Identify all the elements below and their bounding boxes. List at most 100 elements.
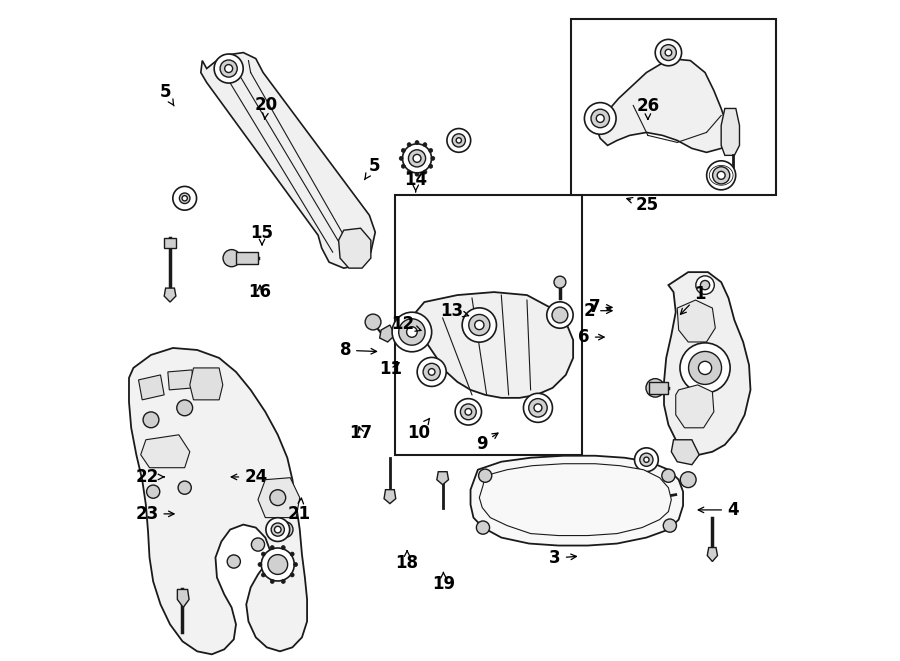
Circle shape: [270, 545, 274, 549]
Polygon shape: [676, 385, 714, 428]
Circle shape: [688, 352, 722, 385]
Circle shape: [261, 552, 266, 556]
Polygon shape: [129, 348, 307, 654]
Circle shape: [665, 50, 671, 56]
Circle shape: [474, 321, 484, 330]
Circle shape: [423, 170, 427, 174]
Text: 22: 22: [135, 468, 164, 486]
Circle shape: [143, 412, 159, 428]
Polygon shape: [671, 440, 699, 465]
Text: 20: 20: [255, 96, 278, 120]
Circle shape: [400, 157, 403, 161]
Polygon shape: [677, 300, 716, 342]
Polygon shape: [190, 368, 223, 400]
Text: 21: 21: [288, 498, 311, 523]
Circle shape: [413, 155, 421, 163]
Text: 9: 9: [476, 433, 498, 453]
Text: 14: 14: [404, 171, 428, 192]
Circle shape: [655, 40, 681, 66]
Circle shape: [584, 102, 616, 134]
Circle shape: [173, 186, 196, 210]
Text: 7: 7: [589, 298, 612, 317]
Text: 5: 5: [364, 157, 380, 180]
Circle shape: [258, 563, 262, 566]
Circle shape: [479, 469, 491, 483]
Text: 13: 13: [440, 301, 469, 320]
Circle shape: [268, 555, 288, 574]
Circle shape: [392, 312, 432, 352]
Text: 1: 1: [680, 285, 706, 314]
Polygon shape: [480, 464, 671, 535]
Polygon shape: [384, 490, 396, 504]
Circle shape: [680, 343, 730, 393]
Bar: [571, 19, 776, 195]
Circle shape: [456, 137, 462, 143]
Circle shape: [431, 157, 435, 161]
Circle shape: [476, 521, 490, 534]
Polygon shape: [167, 370, 194, 390]
Polygon shape: [707, 547, 717, 561]
Polygon shape: [177, 590, 189, 607]
Circle shape: [461, 404, 476, 420]
Circle shape: [407, 143, 411, 147]
Circle shape: [680, 472, 696, 488]
Text: 24: 24: [231, 468, 267, 486]
Polygon shape: [471, 455, 683, 545]
Circle shape: [270, 580, 274, 584]
Polygon shape: [201, 53, 375, 268]
Text: 26: 26: [636, 97, 660, 120]
Circle shape: [270, 490, 285, 506]
Circle shape: [546, 302, 573, 329]
Circle shape: [399, 319, 425, 345]
Circle shape: [717, 171, 725, 179]
Text: 4: 4: [698, 501, 739, 519]
Text: 8: 8: [339, 341, 376, 360]
Circle shape: [282, 580, 285, 584]
Circle shape: [662, 469, 675, 483]
Polygon shape: [380, 325, 395, 342]
Circle shape: [661, 45, 676, 61]
Circle shape: [463, 308, 497, 342]
Circle shape: [696, 276, 715, 294]
Bar: [395, 195, 582, 455]
Circle shape: [415, 141, 419, 145]
Circle shape: [261, 548, 294, 581]
Circle shape: [293, 563, 298, 566]
Circle shape: [428, 149, 433, 153]
Circle shape: [698, 362, 712, 375]
Text: 19: 19: [432, 572, 455, 594]
Text: 16: 16: [248, 284, 272, 301]
Circle shape: [634, 448, 658, 471]
Circle shape: [452, 134, 465, 147]
Circle shape: [409, 150, 426, 167]
Polygon shape: [258, 478, 300, 518]
Circle shape: [223, 250, 240, 267]
Circle shape: [534, 404, 542, 412]
Circle shape: [455, 399, 482, 425]
Circle shape: [552, 307, 568, 323]
Circle shape: [176, 400, 193, 416]
Circle shape: [524, 393, 553, 422]
Polygon shape: [664, 272, 751, 455]
Text: 15: 15: [250, 224, 274, 245]
Polygon shape: [649, 382, 669, 394]
Circle shape: [277, 522, 293, 537]
Circle shape: [290, 573, 294, 577]
Polygon shape: [408, 292, 573, 398]
Circle shape: [251, 538, 265, 551]
Polygon shape: [338, 228, 371, 268]
Circle shape: [147, 485, 160, 498]
Circle shape: [225, 65, 232, 73]
Polygon shape: [721, 108, 740, 155]
Circle shape: [597, 114, 604, 122]
Text: 3: 3: [549, 549, 576, 567]
Circle shape: [418, 358, 446, 387]
Circle shape: [402, 144, 431, 173]
Circle shape: [266, 518, 290, 541]
Circle shape: [178, 481, 192, 494]
Circle shape: [469, 315, 490, 336]
Text: 6: 6: [579, 328, 604, 346]
Polygon shape: [436, 472, 448, 485]
Polygon shape: [140, 435, 190, 468]
Polygon shape: [139, 375, 164, 400]
